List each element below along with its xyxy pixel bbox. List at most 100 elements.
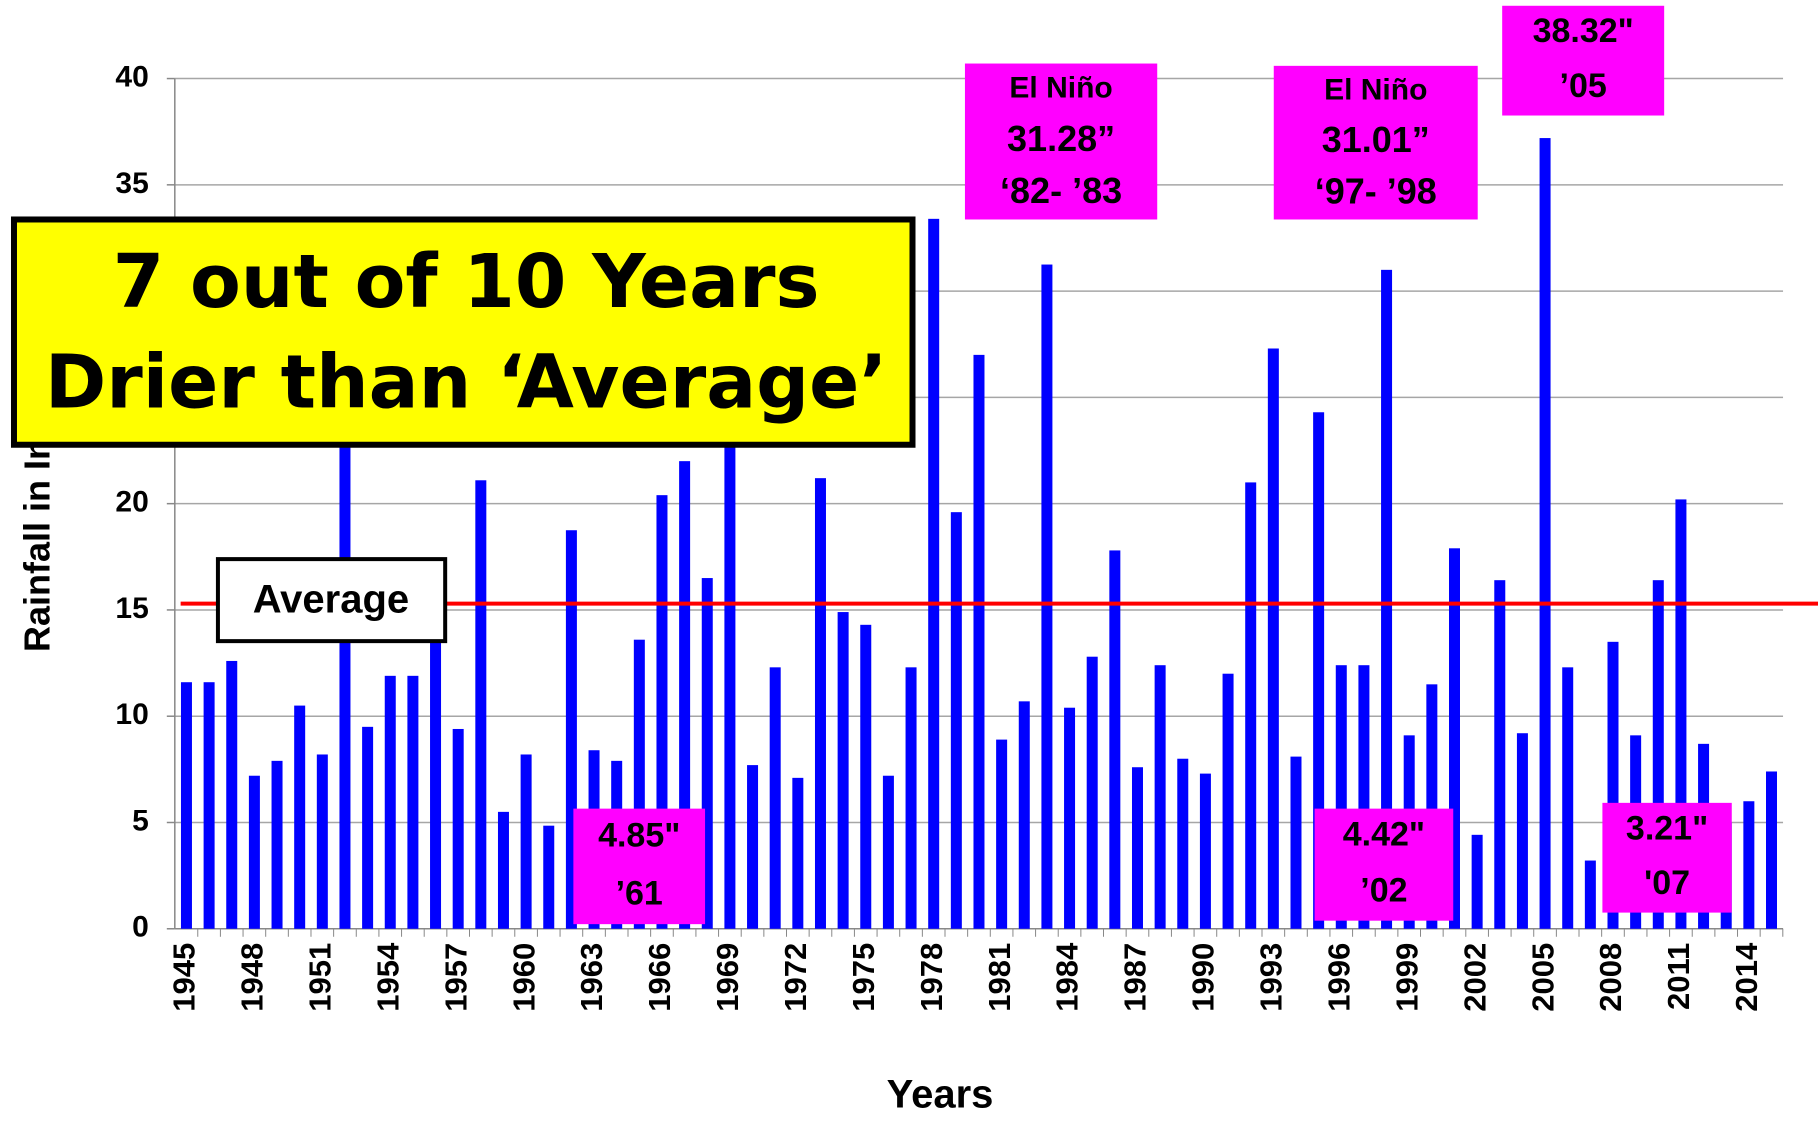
- average-label: Average: [253, 577, 409, 621]
- x-tick-label: 2005: [1525, 943, 1560, 1012]
- x-tick-label: 2008: [1593, 943, 1628, 1012]
- bar: [1245, 482, 1257, 929]
- bar: [860, 624, 872, 929]
- x-tick-label: 2014: [1729, 942, 1764, 1012]
- y-tick-label: 10: [115, 698, 148, 731]
- bar: [407, 675, 419, 929]
- bar: [1018, 701, 1030, 929]
- x-axis-label: Years: [887, 1073, 994, 1117]
- x-tick-label: 1993: [1254, 943, 1289, 1012]
- bar: [679, 461, 691, 929]
- bar: [316, 754, 328, 929]
- bar: [1358, 665, 1370, 929]
- bar: [1131, 767, 1143, 929]
- average-box: [215, 557, 448, 644]
- x-tick-label: 1945: [167, 943, 202, 1012]
- x-tick-label: 1975: [846, 943, 881, 1012]
- bar: [1154, 665, 1166, 929]
- bar: [1086, 656, 1098, 929]
- bar: [1426, 684, 1438, 929]
- bar: [1448, 548, 1460, 929]
- bar: [973, 354, 985, 929]
- annotation-text: 4.85": [598, 816, 680, 854]
- headline-text: 7 out of 10 Years: [113, 239, 820, 325]
- x-tick-label: 1996: [1321, 943, 1356, 1012]
- bar: [769, 667, 781, 929]
- annotation-text: ’05: [1560, 67, 1607, 105]
- x-tick-label: 1963: [574, 943, 609, 1012]
- x-tick-label: 1981: [982, 943, 1017, 1012]
- bar: [633, 639, 645, 929]
- bar: [1335, 665, 1347, 929]
- x-tick-label: 2011: [1661, 943, 1696, 1010]
- x-tick-label: 1969: [710, 943, 745, 1012]
- annotation-box: [573, 808, 706, 925]
- bar: [430, 631, 442, 929]
- y-tick-label: 15: [115, 592, 148, 625]
- x-tick-label: 1951: [303, 943, 338, 1012]
- bar: [226, 660, 238, 929]
- x-tick-label: 1948: [235, 943, 270, 1012]
- annotation-text: ‘97- ’98: [1315, 170, 1437, 211]
- bar: [1041, 264, 1053, 929]
- bar: [362, 726, 374, 929]
- bar: [814, 478, 826, 929]
- annotation-text: 4.42": [1343, 816, 1425, 854]
- bar: [475, 480, 487, 929]
- bar: [928, 218, 940, 929]
- bar: [1743, 801, 1755, 929]
- bar: [656, 495, 668, 929]
- bar: [1313, 412, 1325, 929]
- bar: [1381, 269, 1393, 929]
- annotation-text: 38.32": [1533, 12, 1634, 50]
- y-tick-label: 35: [115, 167, 148, 200]
- bar: [950, 512, 962, 929]
- bar: [1177, 758, 1189, 929]
- bar: [1766, 771, 1778, 929]
- bar: [384, 675, 396, 929]
- x-tick-label: 1984: [1050, 942, 1085, 1012]
- annotation-box: [1273, 65, 1478, 220]
- annotation-text: 31.28”: [1007, 118, 1115, 159]
- x-tick-label: 1999: [1389, 943, 1424, 1012]
- annotation-text: ‘82- ’83: [1000, 170, 1122, 211]
- bar: [996, 739, 1008, 929]
- bar: [520, 754, 532, 929]
- bar: [203, 682, 215, 929]
- x-tick-label: 1990: [1186, 943, 1221, 1012]
- annotation-text: 31.01”: [1322, 119, 1430, 160]
- x-tick-label: 2002: [1457, 943, 1492, 1012]
- bar: [1222, 673, 1234, 929]
- y-tick-label: 40: [115, 60, 148, 93]
- bar: [905, 667, 917, 929]
- y-tick-label: 0: [132, 911, 149, 944]
- annotation-text: '07: [1644, 864, 1690, 902]
- headline-text: Drier than ‘Average’: [45, 339, 888, 425]
- bar: [837, 612, 849, 929]
- bar: [792, 777, 804, 929]
- bar: [452, 728, 464, 929]
- bar: [339, 376, 351, 929]
- annotation-text: 3.21": [1626, 809, 1708, 847]
- x-tick-label: 1987: [1118, 943, 1153, 1012]
- bar: [1652, 580, 1664, 929]
- bar: [701, 578, 713, 929]
- bar: [543, 825, 555, 929]
- annotation-box: [964, 63, 1158, 220]
- bar: [497, 811, 509, 929]
- annotation-text: El Niño: [1324, 73, 1427, 106]
- x-tick-label: 1960: [506, 943, 541, 1012]
- bar: [271, 760, 283, 929]
- bar: [1607, 641, 1619, 929]
- y-tick-label: 5: [132, 804, 149, 837]
- annotation-box: [1602, 802, 1732, 913]
- annotation-box: [1502, 5, 1665, 116]
- bar: [1675, 499, 1687, 929]
- bar: [1064, 707, 1076, 929]
- x-tick-label: 1957: [438, 943, 473, 1012]
- bar: [1494, 580, 1506, 929]
- bar: [294, 705, 306, 929]
- bar: [1290, 756, 1302, 929]
- bar: [1109, 550, 1121, 929]
